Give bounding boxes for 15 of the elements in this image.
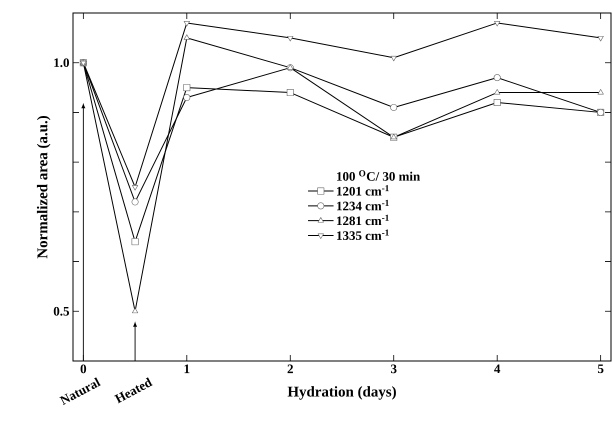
- y-tick-label: 1.0: [54, 58, 69, 68]
- legend-label: 1335 cm$^{-1}$: [337, 230, 389, 240]
- x-tick-label: 4: [494, 364, 500, 374]
- legend-label: 1234 cm$^{-1}$: [337, 200, 389, 210]
- x-tick-label: 5: [598, 364, 604, 374]
- legend-title: 100 $^{O}$C/ 30 min: [337, 170, 420, 181]
- x-tick-label: 1: [184, 364, 190, 374]
- x-tick-label: 0: [80, 364, 86, 374]
- legend-label: 1281 cm$^{-1}$: [337, 214, 389, 226]
- x-tick-label: 2: [288, 364, 293, 374]
- x-axis-title: Hydration (days): [288, 386, 396, 400]
- legend-label: 1201 cm$^{-1}$: [337, 185, 389, 196]
- y-axis-title: Normalized area (a.u.): [36, 116, 50, 258]
- y-tick-label: 0.5: [54, 306, 70, 316]
- x-tick-label: 3: [390, 364, 397, 374]
